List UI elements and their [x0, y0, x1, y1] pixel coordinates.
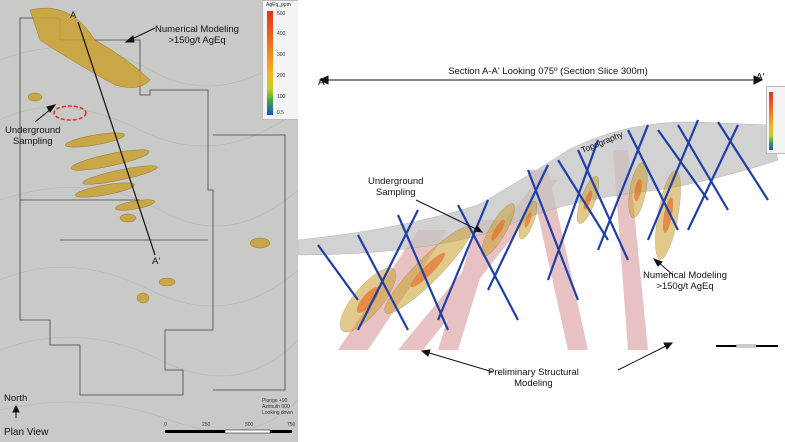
topography-surface: [298, 121, 779, 256]
ore-bodies: [27, 7, 271, 304]
drill-hole: [557, 159, 609, 241]
scale-tick: 0: [164, 422, 167, 428]
section-line: [77, 21, 156, 256]
drill-hole: [596, 124, 650, 251]
view-info: Plunge +90 Azimuth 000 Looking down: [262, 398, 293, 416]
drill-hole: [627, 129, 679, 231]
sampling-callout: Underground Sampling: [368, 176, 424, 198]
ore-body-core: [634, 178, 642, 202]
ore-body-core: [491, 219, 505, 241]
drill-hole: [576, 149, 630, 261]
scale-tick: 750: [287, 422, 296, 428]
section-view-panel: Section A-A' Looking 075º (Section Slice…: [298, 0, 785, 442]
north-label: North: [4, 393, 28, 404]
section-start-label: A: [70, 10, 77, 21]
scale-bar: [716, 344, 778, 348]
section-3d-view: [298, 75, 779, 373]
section-end-right: A': [756, 72, 765, 83]
drill-hole: [457, 204, 519, 321]
drill-hole: [317, 244, 359, 301]
section-end-left: A: [318, 77, 325, 88]
drill-holes: [317, 119, 769, 331]
ore-body-core: [356, 287, 380, 313]
drill-hole: [677, 124, 729, 211]
claim-boundary: [19, 17, 286, 396]
scale-tick: 500: [245, 422, 254, 428]
section-end-label: A': [152, 256, 161, 267]
callout-arrows: [12, 27, 156, 418]
ore-bodies: [339, 162, 681, 333]
ore-body-core: [662, 197, 674, 233]
drill-hole: [717, 121, 769, 201]
section-extent-arrow: [318, 75, 764, 85]
sampling-callout: Underground Sampling: [5, 125, 61, 147]
plan-map: [0, 7, 298, 434]
drill-hole: [646, 119, 700, 241]
drill-hole: [487, 164, 549, 291]
drill-hole: [357, 209, 419, 331]
drill-hole: [687, 124, 739, 231]
drill-hole: [436, 199, 490, 321]
callout-arrows: [415, 199, 674, 373]
drill-hole: [546, 139, 600, 281]
plan-view-title: Plan View: [4, 427, 49, 438]
structural-callout: Preliminary Structural Modeling: [488, 367, 579, 389]
underground-sampling-marker: [53, 105, 87, 121]
drill-hole: [357, 234, 409, 331]
drill-hole: [657, 129, 709, 201]
color-legend: [766, 86, 785, 154]
contour-lines: [0, 46, 298, 432]
structural-plane: [528, 170, 588, 350]
scale-bar: [165, 429, 292, 434]
plan-view-panel: A A' Numerical Modeling >150g/t AgEq Und…: [0, 0, 300, 442]
structural-plane: [613, 150, 648, 350]
scale-tick: 250: [202, 422, 211, 428]
ore-body-core: [410, 252, 446, 288]
model-callout: Numerical Modeling >150g/t AgEq: [643, 270, 727, 292]
model-callout: Numerical Modeling >150g/t AgEq: [155, 24, 239, 46]
color-legend: AgEq_ppm 500 400 300 200 100 0.5: [262, 0, 300, 120]
ore-body-core: [524, 212, 532, 228]
section-title: Section A-A' Looking 075º (Section Slice…: [448, 66, 648, 77]
